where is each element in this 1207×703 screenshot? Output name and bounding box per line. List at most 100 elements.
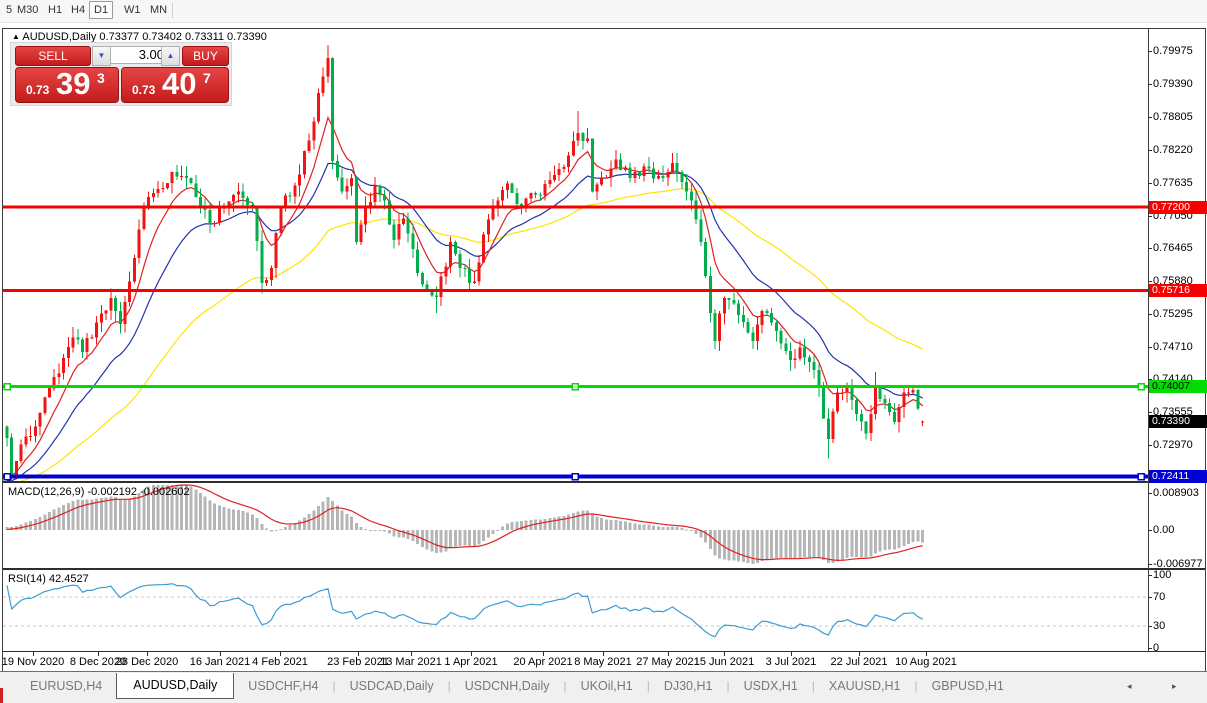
date-axis-tick <box>859 652 860 656</box>
date-axis-tick <box>358 652 359 656</box>
macd-axis-label: 0.008903 <box>1153 487 1199 499</box>
panel-separator <box>3 651 1205 652</box>
date-axis-tick <box>280 652 281 656</box>
chart-tab-eurusd[interactable]: EURUSD,H4 <box>30 679 103 693</box>
rsi-title: RSI(14) 42.4527 <box>8 573 89 585</box>
buy-price-pip: 7 <box>203 70 211 86</box>
date-axis-label: 8 Dec 2020 <box>69 656 127 668</box>
rsi-value: 42.4527 <box>48 573 89 585</box>
price-axis-label: 0.79975 <box>1153 45 1193 57</box>
axis-tick <box>1148 51 1152 52</box>
date-axis-tick <box>147 652 148 656</box>
sell-price-big: 39 <box>56 66 91 101</box>
chart-tab-audusd[interactable]: AUDUSD,Daily <box>116 672 235 699</box>
axis-tick <box>1148 83 1152 85</box>
chart-tab-ukoil[interactable]: UKOil,H1 <box>580 679 633 693</box>
date-axis-label: 1 Apr 2021 <box>444 656 498 668</box>
chart-tab-usdcnh[interactable]: USDCNH,Daily <box>464 679 550 693</box>
hline-price-flag: 0.75716 <box>1149 284 1207 298</box>
price-axis-label: 0.78805 <box>1153 110 1193 123</box>
line-handle <box>1137 472 1145 481</box>
date-axis-tick <box>791 652 792 656</box>
chart-tab-bar: EURUSD,H4 AUDUSD,Daily USDCHF,H4 | USDCAD,Da… <box>0 671 1207 703</box>
axis-tick <box>1148 215 1152 217</box>
rsi-axis-label: 70 <box>1153 590 1166 603</box>
axis-tick <box>1148 445 1152 447</box>
date-axis-tick <box>668 652 669 656</box>
timeframe-button-d1[interactable]: D1 <box>89 1 114 19</box>
date-axis-label: 13 Mar 2021 <box>380 656 442 668</box>
quote-header: ▲ AUDUSD,Daily 0.73377 0.73402 0.73311 0… <box>12 31 267 43</box>
collapse-panel-icon[interactable]: ▲ <box>12 32 20 41</box>
axis-tick <box>1148 347 1152 349</box>
line-handle <box>3 382 11 391</box>
chart-tabs: EURUSD,H4 AUDUSD,Daily USDCHF,H4 | USDCAD,Da… <box>16 672 1018 700</box>
tab-separator: | <box>646 679 650 693</box>
timeframe-button-m30[interactable]: M30 <box>17 4 39 16</box>
ma-55-line <box>19 188 923 481</box>
date-axis-label: 27 May 2021 <box>636 656 700 668</box>
buy-button[interactable]: BUY <box>182 46 229 66</box>
rsi-axis-label: 0 <box>1153 642 1160 654</box>
panel-separator[interactable] <box>3 481 1205 483</box>
tabs-scroll-right-icon[interactable]: ▸ <box>1172 681 1177 691</box>
axis-tick <box>1148 626 1152 628</box>
date-axis-tick <box>220 652 221 656</box>
axis-tick <box>1148 281 1152 283</box>
price-axis-label: 0.75295 <box>1153 308 1193 321</box>
date-axis-label: 8 May 2021 <box>574 656 632 668</box>
price-axis-label: 0.77635 <box>1153 176 1193 189</box>
price-axis-label: 0.79390 <box>1153 77 1193 90</box>
timeframe-button-h4[interactable]: H4 <box>71 4 86 16</box>
tab-separator: | <box>811 679 815 693</box>
date-axis-label: 3 Jul 2021 <box>765 656 817 668</box>
chart-tab-gbpusd[interactable]: GBPUSD,H1 <box>931 679 1004 693</box>
volume-increase-button[interactable]: ▲ <box>161 46 180 66</box>
hline-price-flag: 0.77200 <box>1149 200 1207 214</box>
sell-button[interactable]: SELL <box>15 46 91 66</box>
axis-tick <box>1148 493 1152 494</box>
date-axis-tick <box>33 652 34 656</box>
axis-tick <box>1148 564 1152 565</box>
timeframe-button-mn[interactable]: MN <box>150 4 168 16</box>
tabs-scroll-left-icon[interactable]: ◂ <box>1127 681 1132 691</box>
price-axis-line <box>1148 29 1149 652</box>
sell-price-button[interactable]: 0.73 39 3 <box>15 66 119 103</box>
line-handle <box>1137 382 1145 391</box>
chart-tab-usdx[interactable]: USDX,H1 <box>743 679 798 693</box>
date-axis-tick <box>603 652 604 656</box>
date-axis-tick <box>411 652 412 656</box>
sell-price-pip: 3 <box>97 70 105 86</box>
date-axis-label: 20 Apr 2021 <box>513 656 573 668</box>
axis-tick <box>1148 575 1152 576</box>
chart-tab-usdcad[interactable]: USDCAD,Daily <box>349 679 434 693</box>
horizontal-line <box>3 289 1148 293</box>
tab-separator: | <box>447 679 451 693</box>
date-axis-tick <box>543 652 544 656</box>
rsi-axis-label: 30 <box>1153 620 1166 633</box>
tab-separator: | <box>726 679 730 693</box>
price-axis-label: 0.78220 <box>1153 143 1193 156</box>
current-price-flag: 0.73390 <box>1149 414 1207 428</box>
sell-price-prefix: 0.73 <box>26 83 50 97</box>
buy-price-button[interactable]: 0.73 40 7 <box>121 66 229 103</box>
timeframe-button-w1[interactable]: W1 <box>124 4 141 16</box>
buy-price-prefix: 0.73 <box>132 83 156 97</box>
toolbar-separator <box>172 3 173 18</box>
timeframe-button-5[interactable]: 5 <box>6 4 13 16</box>
quote-ohlc: 0.73377 0.73402 0.73311 0.73390 <box>99 31 267 43</box>
hline-price-flag: 0.72411 <box>1149 469 1207 483</box>
chart-tab-xauusd[interactable]: XAUUSD,H1 <box>828 679 901 693</box>
hline-price-flag: 0.74007 <box>1149 380 1207 394</box>
axis-tick <box>1148 412 1152 414</box>
date-axis-label: 10 Aug 2021 <box>895 656 957 668</box>
chart-tab-dj30[interactable]: DJ30,H1 <box>663 679 713 693</box>
timeframe-button-h1[interactable]: H1 <box>48 4 63 16</box>
chart-tab-usdchf[interactable]: USDCHF,H4 <box>248 679 319 693</box>
date-axis-label: 23 Feb 2021 <box>327 656 389 668</box>
price-chart[interactable] <box>3 29 1148 652</box>
rsi-axis-label: 100 <box>1153 569 1172 581</box>
panel-separator[interactable] <box>3 568 1205 570</box>
price-axis-label: 0.76465 <box>1153 242 1193 255</box>
